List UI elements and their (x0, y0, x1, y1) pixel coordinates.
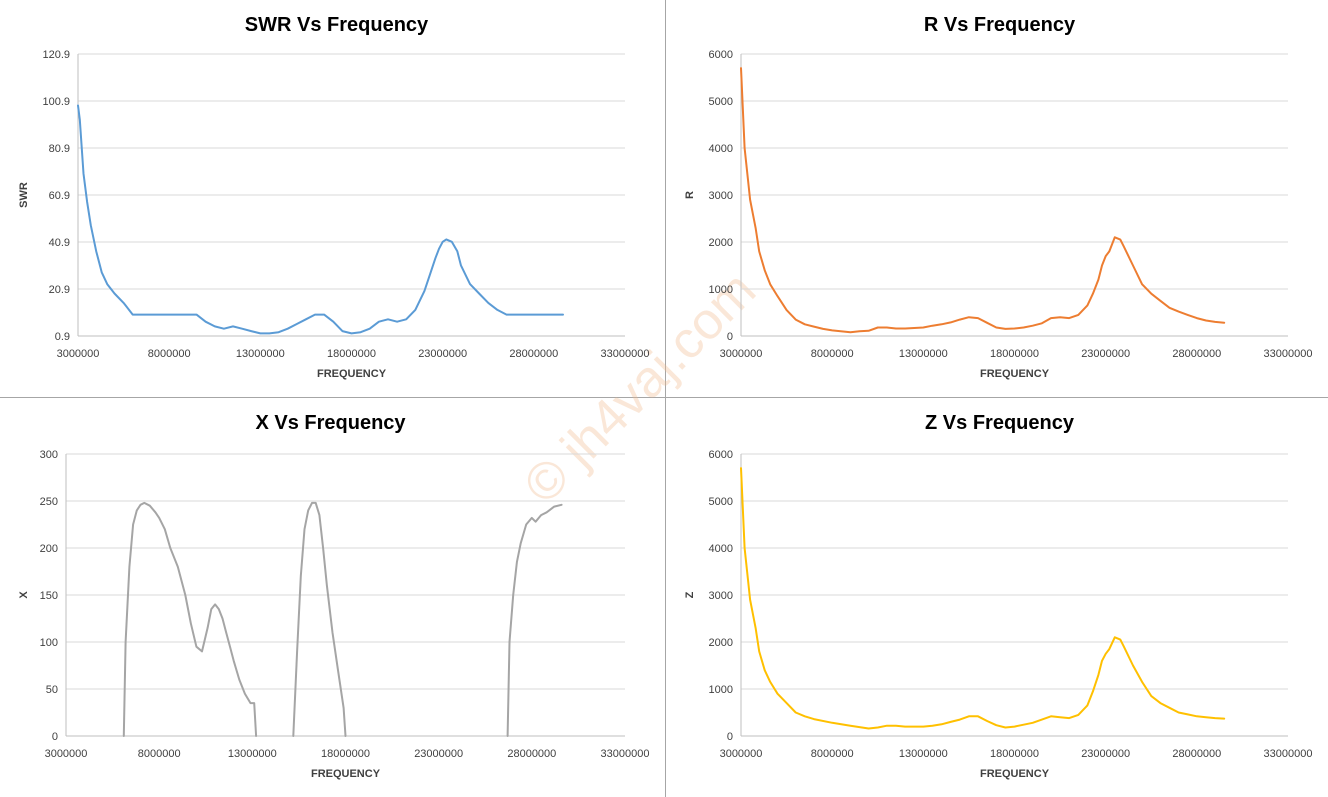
z-chart-title: Z Vs Frequency (925, 412, 1075, 434)
x-chart: 0 50 100 150 200 250 300 3000000 8000000 13000000… (18, 412, 650, 780)
swr-y-tick-label: 20.9 (49, 284, 70, 296)
z-x-tick-label: 8000000 (811, 748, 854, 760)
r-y-tick-label: 2000 (709, 237, 733, 249)
x-chart-title: X Vs Frequency (255, 412, 406, 434)
swr-y-tick-label: 0.9 (55, 331, 70, 343)
swr-x-tick-label: 28000000 (509, 348, 558, 360)
z-y-axis-label: Z (684, 591, 696, 598)
z-y-tick-label: 6000 (709, 449, 733, 461)
swr-x-tick-label: 8000000 (148, 348, 191, 360)
r-y-tick-label: 4000 (709, 143, 733, 155)
x-x-tick-label: 33000000 (601, 748, 650, 760)
r-x-tick-label: 23000000 (1081, 348, 1130, 360)
x-series-line (122, 501, 258, 737)
r-x-tick-label: 33000000 (1264, 348, 1313, 360)
z-x-tick-label: 18000000 (990, 748, 1039, 760)
swr-chart: 0.9 20.9 40.9 60.9 80.9 100.9 120.9 3000000 8000… (18, 14, 650, 380)
z-y-tick-label: 2000 (709, 637, 733, 649)
r-chart-title: R Vs Frequency (924, 14, 1076, 36)
x-series-line (506, 503, 563, 737)
z-y-tick-label: 0 (727, 731, 733, 743)
x-x-tick-label: 28000000 (507, 748, 556, 760)
x-y-axis-label: X (18, 591, 30, 599)
z-series-line (740, 467, 1226, 730)
r-series-line (740, 67, 1226, 334)
x-y-tick-label: 250 (40, 496, 58, 508)
x-y-tick-label: 50 (46, 684, 58, 696)
r-y-tick-label: 1000 (709, 284, 733, 296)
z-y-tick-label: 4000 (709, 543, 733, 555)
swr-x-tick-label: 18000000 (327, 348, 376, 360)
swr-x-tick-label: 33000000 (601, 348, 650, 360)
r-x-tick-label: 13000000 (899, 348, 948, 360)
r-y-tick-label: 6000 (709, 49, 733, 61)
swr-chart-title: SWR Vs Frequency (245, 14, 429, 36)
r-x-tick-label: 18000000 (990, 348, 1039, 360)
r-y-tick-label: 0 (727, 331, 733, 343)
z-x-tick-label: 23000000 (1081, 748, 1130, 760)
x-x-tick-label: 8000000 (138, 748, 181, 760)
r-x-tick-label: 8000000 (811, 348, 854, 360)
z-x-axis-label: FREQUENCY (980, 768, 1050, 780)
r-y-tick-label: 5000 (709, 96, 733, 108)
z-x-tick-label: 28000000 (1172, 748, 1221, 760)
swr-y-tick-label: 120.9 (42, 49, 70, 61)
x-x-tick-label: 18000000 (321, 748, 370, 760)
swr-x-tick-label: 13000000 (236, 348, 285, 360)
z-chart: 0 1000 2000 3000 4000 5000 6000 3000000 8000000 1… (684, 412, 1313, 780)
r-x-tick-label: 28000000 (1172, 348, 1221, 360)
swr-x-tick-label: 3000000 (57, 348, 100, 360)
vertical-divider (665, 0, 666, 797)
swr-series-line (77, 104, 564, 335)
x-y-tick-label: 150 (40, 590, 58, 602)
swr-y-tick-label: 80.9 (49, 143, 70, 155)
z-x-tick-label: 3000000 (720, 748, 763, 760)
x-x-axis-label: FREQUENCY (311, 768, 381, 780)
z-y-tick-label: 5000 (709, 496, 733, 508)
z-y-tick-label: 1000 (709, 684, 733, 696)
x-x-tick-label: 3000000 (45, 748, 88, 760)
swr-x-tick-label: 23000000 (418, 348, 467, 360)
x-y-tick-label: 200 (40, 543, 58, 555)
z-y-tick-label: 3000 (709, 590, 733, 602)
r-x-axis-label: FREQUENCY (980, 368, 1050, 380)
x-x-tick-label: 23000000 (414, 748, 463, 760)
r-chart: 0 1000 2000 3000 4000 5000 6000 3000000 8000000 1… (684, 14, 1313, 380)
x-series-line (292, 501, 347, 737)
x-y-tick-label: 100 (40, 637, 58, 649)
r-y-tick-label: 3000 (709, 190, 733, 202)
z-x-tick-label: 33000000 (1264, 748, 1313, 760)
r-x-tick-label: 3000000 (720, 348, 763, 360)
swr-y-axis-label: SWR (18, 182, 30, 208)
x-y-tick-label: 0 (52, 731, 58, 743)
r-y-axis-label: R (684, 191, 696, 199)
swr-y-tick-label: 40.9 (49, 237, 70, 249)
swr-y-tick-label: 100.9 (42, 96, 70, 108)
swr-y-tick-label: 60.9 (49, 190, 70, 202)
z-x-tick-label: 13000000 (899, 748, 948, 760)
swr-x-axis-label: FREQUENCY (317, 368, 387, 380)
x-y-tick-label: 300 (40, 449, 58, 461)
x-x-tick-label: 13000000 (228, 748, 277, 760)
horizontal-divider (0, 397, 1328, 398)
